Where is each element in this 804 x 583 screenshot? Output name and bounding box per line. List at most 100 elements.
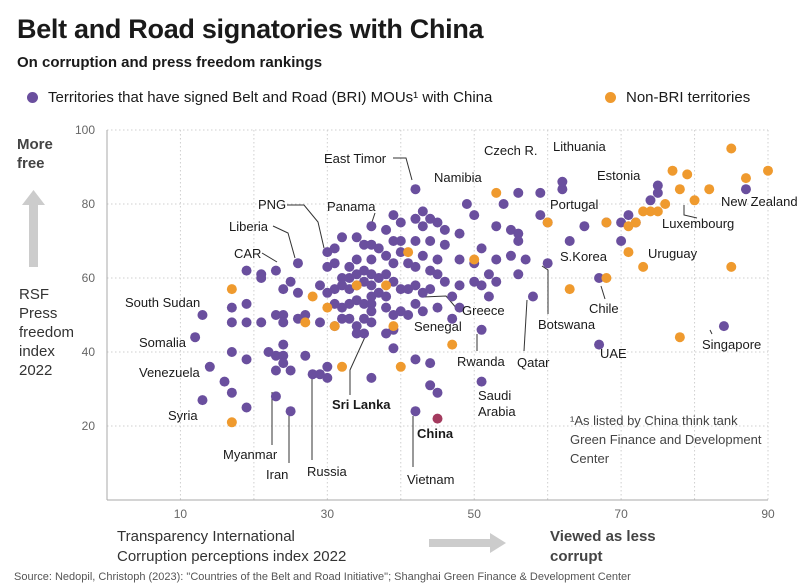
gridlines [106,129,769,501]
bri-point [292,287,303,298]
non-bri-point [704,184,715,195]
bri-point [527,291,538,302]
country-label-lithuania: Lithuania [553,139,607,154]
y-axis-label-line5: 2022 [19,362,52,379]
bri-point [410,280,421,291]
less-corrupt-line1: Viewed as less [550,528,656,545]
bri-point [652,187,663,198]
non-bri-point [638,206,649,217]
non-bri-point [337,361,348,372]
leader-line-panama [371,212,376,223]
country-label-namibia: Namibia [434,170,482,185]
country-label-new-zealand: New Zealand [721,194,798,209]
bri-point [256,273,267,283]
bri-point [498,199,509,209]
bri-point [410,213,421,224]
chart-subtitle: On corruption and press freedom rankings [17,54,323,71]
non-bri-point [674,332,685,343]
bri-point [351,321,362,332]
bri-point [322,361,333,372]
bri-point [351,328,362,339]
y-axis-label-line4: index [19,343,55,360]
leader-line-chile [600,285,606,300]
bri-point [410,236,421,246]
bri-point [381,224,392,235]
y-axis-label-line3: freedom [19,324,74,341]
non-bri-point [226,417,237,428]
bri-point [197,310,208,320]
bri-point [623,210,634,221]
country-label-uae: UAE [600,346,627,361]
bri-point [351,232,362,243]
country-label-rwanda: Rwanda [457,354,505,369]
country-label-china: China [417,426,454,441]
non-bri-point [395,361,406,372]
bri-point [351,254,362,265]
x-axis-label-line1: Transparency International [117,528,295,545]
bri-point [285,406,296,417]
more-free-line2: free [17,155,45,172]
bri-point [270,310,281,320]
bri-point [359,328,370,339]
bri-point [366,306,377,317]
bri-point [432,387,443,398]
non-bri-point [601,217,612,228]
bri-point [469,210,480,221]
legend-bri-marker [27,92,38,103]
bri-point [432,217,443,228]
bri-point [314,317,325,328]
non-bri-point [300,317,311,328]
bri-point [292,258,303,269]
bri-point [425,284,436,295]
bri-point [300,350,311,361]
country-label-somalia: Somalia [139,335,187,350]
bri-point [454,302,465,313]
non-bri-point [645,206,656,217]
bri-point [388,343,399,354]
country-label-east-timor: East Timor [324,151,387,166]
bri-point [594,339,605,350]
bri-point [366,221,377,232]
bri-point [226,302,237,313]
bri-point [344,261,355,272]
bri-point [476,324,487,335]
bri-point [616,236,627,246]
bri-point [410,354,421,365]
bri-point [520,254,531,265]
bri-point [190,332,201,343]
leader-line-liberia [272,225,296,259]
bri-point [270,265,281,276]
leader-line-east-timor [393,157,413,181]
non-bri-point [564,284,575,295]
bri-point [535,187,546,198]
non-bri-point [351,280,362,291]
bri-point [359,298,370,309]
leader-line-png [287,204,325,249]
bri-point [491,254,502,265]
bri-point [476,376,487,387]
bri-point [344,313,355,324]
x-tick-label: 30 [321,507,335,521]
data-points [190,143,773,428]
country-label-sri-lanka: Sri Lanka [332,397,391,412]
bri-point [197,395,208,406]
x-tick-label: 70 [614,507,628,521]
bri-point [381,269,392,280]
country-label-south-sudan: South Sudan [125,295,200,310]
bri-point [491,276,502,287]
bri-point [270,365,281,376]
leader-line-sri-lanka [349,336,366,395]
bri-point [241,354,252,365]
country-label-panama: Panama [327,199,376,214]
bri-point [432,269,443,280]
bri-point [410,406,421,417]
bri-point [381,250,392,261]
country-label-luxembourg: Luxembourg [662,216,734,231]
bri-point [535,210,546,221]
bri-point [410,184,421,195]
bri-point [557,176,568,187]
country-label-uruguay: Uruguay [648,246,698,261]
bri-point [447,291,458,302]
bri-point [329,243,340,254]
country-label-myanmar: Myanmar [223,447,278,462]
